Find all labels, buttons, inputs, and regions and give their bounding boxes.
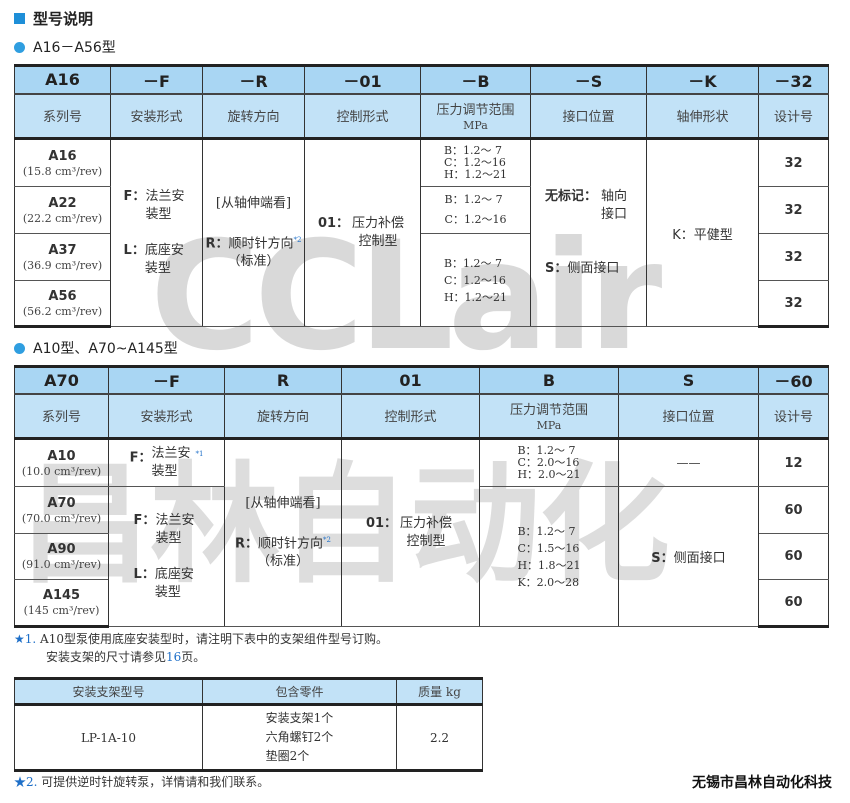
code-port: －S bbox=[530, 64, 647, 95]
series-a10: A10 (10.0 cm³/rev) bbox=[14, 438, 109, 487]
header-control: 控制形式 bbox=[304, 93, 421, 140]
design-a37: 32 bbox=[758, 233, 829, 281]
series-a145: A145 (145 cm³/rev) bbox=[14, 579, 109, 628]
page-title: 型号说明 bbox=[14, 8, 93, 29]
pressure-cell-a10: B：1.2～ 7 C：2.0～16 H：2.0～21 bbox=[479, 438, 619, 487]
code-mount: －F bbox=[108, 365, 225, 395]
section1-title-text: A16－A56型 bbox=[33, 40, 116, 56]
code-series: A16 bbox=[14, 64, 111, 95]
header-design: 设计号 bbox=[758, 93, 829, 140]
control-cell: 01： 压力补偿控制型 bbox=[341, 438, 480, 627]
code-mount: －F bbox=[110, 64, 203, 95]
header-port: 接口位置 bbox=[618, 393, 759, 440]
header-shaft: 轴伸形状 bbox=[646, 93, 759, 140]
code-rotation: －R bbox=[202, 64, 305, 95]
title-text: 型号说明 bbox=[33, 10, 94, 28]
design-a16: 32 bbox=[758, 138, 829, 187]
series-a56: A56 (56.2 cm³/rev) bbox=[14, 280, 111, 328]
code-control: 01 bbox=[341, 365, 480, 395]
section2-title-text: A10型、A70~A145型 bbox=[33, 341, 178, 357]
header-pressure-label: 压力调节范围 bbox=[509, 402, 588, 418]
header-mount: 安装形式 bbox=[110, 93, 203, 140]
series-a37: A37 (36.9 cm³/rev) bbox=[14, 233, 111, 281]
design-a145: 60 bbox=[758, 579, 829, 628]
note-1-line2-end: 页。 bbox=[181, 650, 206, 664]
code-port: S bbox=[618, 365, 759, 395]
square-bullet-icon bbox=[14, 13, 25, 24]
bracket-mass: 2.2 bbox=[396, 704, 483, 772]
code-pressure: －B bbox=[420, 64, 531, 95]
bracket-parts: 安装支架1个 六角螺钉2个 垫圈2个 bbox=[202, 704, 397, 772]
header-series: 系列号 bbox=[14, 93, 111, 140]
pressure-cell-a70-a145: B：1.2～ 7 C：1.5～16 H：1.8～21 K：2.0～28 bbox=[479, 486, 619, 627]
rotation-cell: [从轴伸端看] R：顺时针方向*2 （标准） bbox=[202, 138, 305, 327]
company-name: 无锡市昌林自动化科技 bbox=[692, 775, 832, 791]
star-icon: ★1. bbox=[14, 632, 37, 646]
header-mount: 安装形式 bbox=[108, 393, 225, 440]
code-control: －01 bbox=[304, 64, 421, 95]
port-cell-a10: —— bbox=[618, 438, 759, 487]
section2-title: A10型、A70~A145型 bbox=[14, 338, 178, 358]
series-a22: A22 (22.2 cm³/rev) bbox=[14, 186, 111, 234]
mount-cell: F：法兰安装型 L：底座安装型 bbox=[108, 486, 225, 627]
code-pressure: B bbox=[479, 365, 619, 395]
header-pressure: 压力调节范围 MPa bbox=[420, 93, 531, 140]
header-rotation: 旋转方向 bbox=[202, 93, 305, 140]
port-cell: S：侧面接口 bbox=[618, 486, 759, 627]
circle-bullet-icon bbox=[14, 342, 25, 354]
note-1: ★1. A10型泵使用底座安装型时，请注明下表中的支架组件型号订购。 安装支架的… bbox=[14, 630, 388, 666]
code-design: －60 bbox=[758, 365, 829, 395]
header-rotation: 旋转方向 bbox=[224, 393, 342, 440]
series-a90: A90 (91.0 cm³/rev) bbox=[14, 533, 109, 580]
shaft-cell: K：平健型 bbox=[646, 138, 759, 327]
header-control: 控制形式 bbox=[341, 393, 480, 440]
note-1-line2: 安装支架的尺寸请参见 bbox=[46, 650, 167, 664]
pressure-unit: MPa bbox=[536, 418, 562, 432]
series-a16: A16 (15.8 cm³/rev) bbox=[14, 138, 111, 187]
note-2-text: 可提供逆时针旋转泵，详情请和我们联系。 bbox=[41, 775, 270, 789]
pressure-unit: MPa bbox=[463, 118, 488, 132]
circle-bullet-icon bbox=[14, 41, 25, 53]
bracket-table: 安装支架型号 包含零件 质量 kg LP-1A-10 安装支架1个 六角螺钉2个垫… bbox=[14, 677, 483, 772]
header-series: 系列号 bbox=[14, 393, 109, 440]
header-mass: 质量 kg bbox=[396, 677, 483, 706]
rotation-cell: [从轴伸端看] R：顺时针方向*2 （标准） bbox=[224, 438, 342, 627]
design-a70: 60 bbox=[758, 486, 829, 534]
model-table-a70: A70 －F R 01 B S －60 系列号 安装形式 旋转方向 控制形式 压… bbox=[14, 365, 829, 628]
code-rotation: R bbox=[224, 365, 342, 395]
control-cell: 01： 压力补偿控制型 bbox=[304, 138, 421, 327]
pressure-cell-a37-a56: B：1.2～ 7 C：1.2～16 H：1.2～21 bbox=[420, 233, 531, 327]
mount-cell: F：法兰安装型 L：底座安装型 bbox=[110, 138, 203, 327]
header-port: 接口位置 bbox=[530, 93, 647, 140]
design-a22: 32 bbox=[758, 186, 829, 234]
port-cell: 无标记： 轴向接口 S：侧面接口 bbox=[530, 138, 647, 327]
code-design: －32 bbox=[758, 64, 829, 95]
series-a70: A70 (70.0 cm³/rev) bbox=[14, 486, 109, 534]
code-series: A70 bbox=[14, 365, 109, 395]
design-a90: 60 bbox=[758, 533, 829, 580]
bracket-model: LP-1A-10 bbox=[14, 704, 203, 772]
page-link[interactable]: 16 bbox=[166, 650, 182, 664]
mount-cell-a10: F：法兰安装型*1 bbox=[108, 438, 225, 487]
design-a56: 32 bbox=[758, 280, 829, 328]
header-pressure: 压力调节范围 MPa bbox=[479, 393, 619, 440]
pressure-cell-a16: B：1.2～ 7 C：1.2～16 H：1.2～21 bbox=[420, 138, 531, 187]
header-design: 设计号 bbox=[758, 393, 829, 440]
pressure-cell-a22: B：1.2～ 7 C：1.2～16 bbox=[420, 186, 531, 234]
star-icon: ★2. bbox=[14, 775, 38, 789]
header-bracket-model: 安装支架型号 bbox=[14, 677, 203, 706]
header-parts: 包含零件 bbox=[202, 677, 397, 706]
design-a10: 12 bbox=[758, 438, 829, 487]
section1-title: A16－A56型 bbox=[14, 37, 116, 57]
note-1-line1: A10型泵使用底座安装型时，请注明下表中的支架组件型号订购。 bbox=[40, 632, 388, 646]
model-table-a16: A16 －F －R －01 －B －S －K －32 系列号 安装形式 旋转方向… bbox=[14, 64, 829, 328]
header-pressure-label: 压力调节范围 bbox=[436, 102, 515, 118]
note-2: ★2. 可提供逆时针旋转泵，详情请和我们联系。 bbox=[14, 773, 269, 790]
code-shaft: －K bbox=[646, 64, 759, 95]
